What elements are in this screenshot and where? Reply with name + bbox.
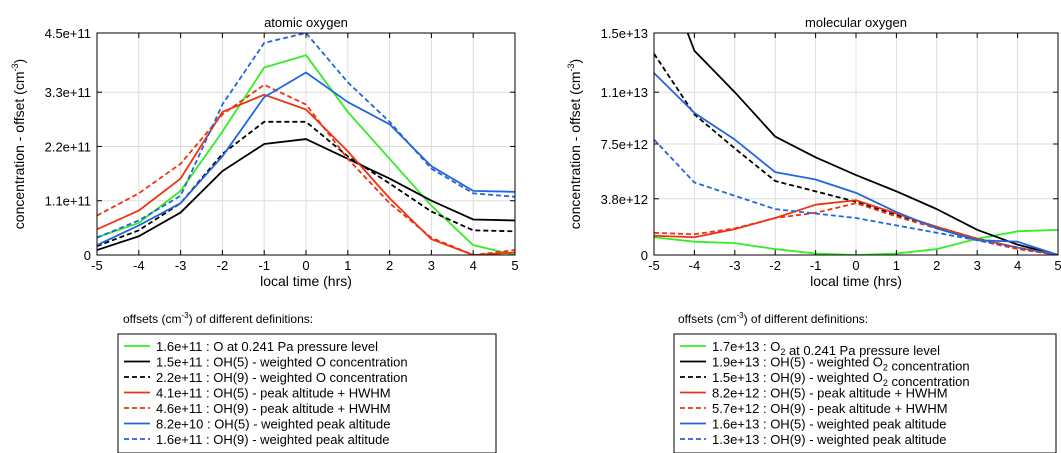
legend-box <box>673 333 1057 453</box>
x-tick-label: 0 <box>852 258 859 273</box>
y-tick-label: 1.1e+11 <box>45 194 91 209</box>
legend-title: offsets (cm-3) of different definitions: <box>123 311 313 326</box>
x-tick-label: 3 <box>974 258 981 273</box>
x-tick-label: -2 <box>769 258 781 273</box>
x-tick-label: 2 <box>933 258 940 273</box>
y-tick-label: 2.2e+11 <box>45 139 91 154</box>
series-line-4 <box>97 93 515 255</box>
x-tick-label: 5 <box>511 258 518 273</box>
x-tick-label: 5 <box>1054 258 1061 273</box>
x-tick-label: -3 <box>729 258 741 273</box>
legend-entry: 4.1e+11 : OH(5) - peak altitude + HWHM <box>156 386 391 401</box>
legend-entry: 1.3e+13 : OH(9) - weighted peak altitude <box>712 432 947 447</box>
series-line-5 <box>97 83 515 255</box>
y-tick-label: 0 <box>641 248 648 263</box>
legend: 1.6e+11 : O at 0.241 Pa pressure level1.… <box>117 333 497 453</box>
y-tick-label: 1.1e+13 <box>601 85 648 100</box>
x-tick-label: 4 <box>1014 258 1021 273</box>
legend-entry: 2.2e+11 : OH(9) - weighted O concentrati… <box>156 370 408 385</box>
series-line-7 <box>654 138 1058 255</box>
x-tick-label: -4 <box>689 258 701 273</box>
x-tick-label: -3 <box>175 258 187 273</box>
legend-entry: 1.9e+13 : OH(5) - weighted O2 concentrat… <box>712 355 970 374</box>
legend-entry: 1.6e+11 : O at 0.241 Pa pressure level <box>156 339 378 354</box>
legend-entry: 4.6e+11 : OH(9) - peak altitude + HWHM <box>156 401 391 416</box>
x-tick-label: -2 <box>217 258 229 273</box>
x-axis-label: local time (hrs) <box>810 273 902 289</box>
series-line-4 <box>654 199 1058 255</box>
x-tick-label: -5 <box>648 258 660 273</box>
chart-title: molecular oxygen <box>805 15 907 30</box>
y-axis-label: concentration - offset (cm-3) <box>10 59 27 229</box>
y-tick-label: 0 <box>84 248 91 263</box>
y-axis-label: concentration - offset (cm-3) <box>566 59 583 229</box>
x-tick-label: -1 <box>810 258 822 273</box>
legend-entry: 1.5e+13 : OH(9) - weighted O2 concentrat… <box>712 370 970 389</box>
x-tick-label: 4 <box>470 258 477 273</box>
x-tick-label: -5 <box>91 258 103 273</box>
chart-title: atomic oxygen <box>264 15 348 30</box>
legend-entry: 1.5e+11 : OH(5) - weighted O concentrati… <box>156 355 408 370</box>
y-tick-label: 7.5e+12 <box>601 137 648 152</box>
legend-entry: 8.2e+12 : OH(5) - peak altitude + HWHM <box>712 386 948 401</box>
x-tick-label: 3 <box>428 258 435 273</box>
chart-panel-2: -5 -4 -3 -2 -1 0 1 2 3 4 5 0 3.8e+12 7.5e+12 1.1e+13 1.… <box>566 15 1061 453</box>
legend-box <box>117 333 497 453</box>
series-line-7 <box>97 33 515 239</box>
x-tick-label: -1 <box>258 258 270 273</box>
y-tick-label: 1.5e+13 <box>601 26 648 41</box>
x-axis-label: local time (hrs) <box>260 273 352 289</box>
series-line-1 <box>654 228 1058 255</box>
x-tick-label: 1 <box>344 258 351 273</box>
y-tick-label: 3.8e+12 <box>601 192 648 207</box>
series-line-2 <box>97 138 515 251</box>
legend: 1.7e+13 : O2 at 0.241 Pa pressure level1… <box>673 333 1057 453</box>
y-tick-label: 4.5e+11 <box>45 26 91 41</box>
legend-entry: 1.6e+11 : OH(9) - weighted peak altitude <box>156 432 390 447</box>
legend-entry: 8.2e+10 : OH(5) - weighted peak altitude <box>156 417 391 432</box>
legend-entry: 5.7e+12 : OH(9) - peak altitude + HWHM <box>712 401 948 416</box>
series-line-6 <box>654 72 1058 255</box>
series-line-6 <box>97 71 515 246</box>
legend-entry: 1.6e+13 : OH(5) - weighted peak altitude <box>712 417 947 432</box>
x-tick-label: -4 <box>133 258 145 273</box>
series-line-2 <box>686 33 1058 255</box>
x-tick-label: 0 <box>302 258 309 273</box>
legend-title: offsets (cm-3) of different definitions: <box>678 311 868 326</box>
chart-panel-1: -5 -4 -3 -2 -1 0 1 2 3 4 5 0 1.1e+11 2.2e+11 3.3e+11 4.… <box>10 15 519 453</box>
legend-entry: 1.7e+13 : O2 at 0.241 Pa pressure level <box>712 339 940 358</box>
x-tick-label: 2 <box>386 258 393 273</box>
series-line-1 <box>97 54 515 255</box>
x-tick-label: 1 <box>893 258 900 273</box>
y-tick-label: 3.3e+11 <box>45 85 91 100</box>
